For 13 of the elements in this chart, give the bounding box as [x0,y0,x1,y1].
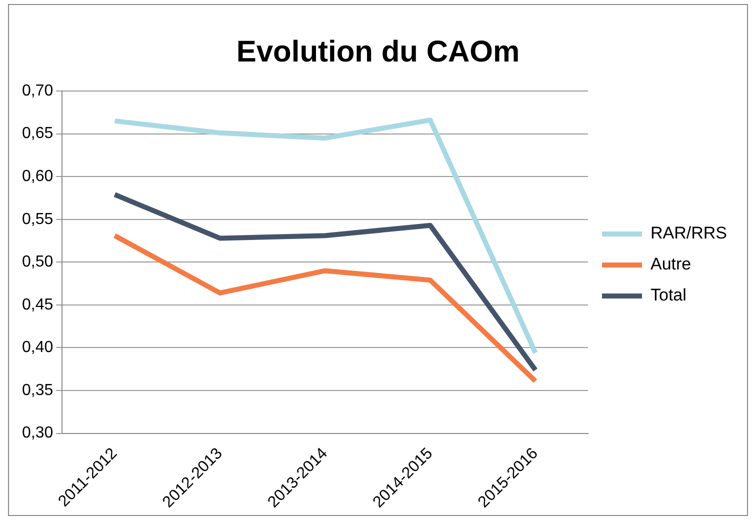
y-tick-label: 0,50 [22,254,54,271]
y-tick-label: 0,65 [22,125,54,142]
y-tick-label: 0,40 [22,339,54,356]
y-tick-label: 0,60 [22,168,54,185]
legend-label: Autre [650,254,692,274]
y-tick-label: 0,45 [22,296,54,314]
legend-label: Total [650,286,686,305]
y-tick-label: 0,70 [22,82,54,100]
chart-title: Evolution du CAOm [236,35,520,68]
y-tick-label: 0,55 [22,210,54,228]
legend-label: RAR/RRS [650,224,728,243]
y-tick-label: 0,30 [22,424,54,442]
y-tick-label: 0,35 [22,382,54,399]
